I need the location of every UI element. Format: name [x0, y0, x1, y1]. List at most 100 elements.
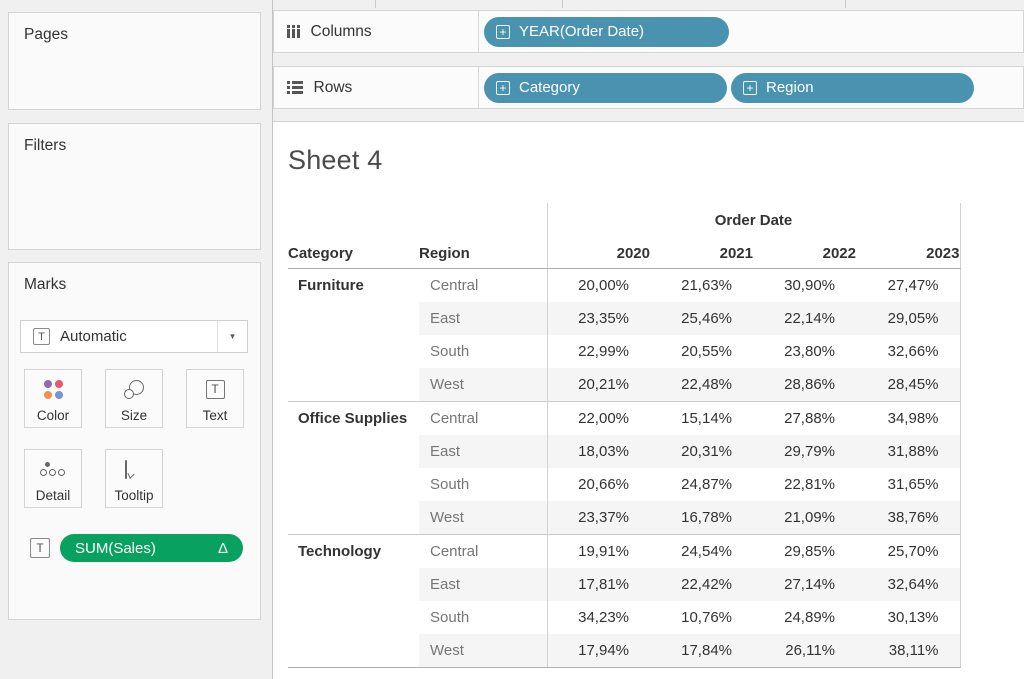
year-header[interactable]: 2021 [650, 238, 753, 269]
region-cell[interactable]: West [419, 501, 547, 535]
region-cell[interactable]: South [430, 476, 470, 493]
pill-label: Region [766, 79, 814, 96]
value-cell[interactable]: 28,45% [856, 368, 961, 402]
region-cell[interactable]: Central [430, 277, 479, 294]
region-cell[interactable]: East [419, 568, 547, 601]
value-cell[interactable]: 31,65% [856, 468, 961, 501]
value-cell[interactable]: 38,76% [856, 501, 961, 535]
region-cell[interactable]: West [419, 634, 547, 668]
table-row: West 23,37% 16,78% 21,09% 38,76% [288, 501, 961, 535]
region-header[interactable]: Region [419, 238, 547, 269]
value-cell[interactable]: 27,47% [856, 268, 961, 302]
pages-shelf[interactable]: Pages [8, 12, 261, 110]
value-cell[interactable]: 22,00% [546, 401, 650, 435]
year-header[interactable]: 2022 [753, 238, 856, 269]
region-cell[interactable]: Central [419, 534, 547, 568]
value-cell[interactable]: 19,91% [546, 534, 650, 568]
detail-icon [25, 450, 81, 489]
value-cell[interactable]: 22,14% [753, 302, 856, 335]
value-cell[interactable]: 24,54% [650, 534, 753, 568]
value-cell[interactable]: 26,11% [753, 634, 856, 668]
color-button[interactable]: Color [24, 369, 82, 428]
value-cell[interactable]: 27,14% [753, 568, 856, 601]
pill-year-order-date[interactable]: + YEAR(Order Date) [484, 16, 729, 47]
text-encoding-row: T SUM(Sales) Δ [30, 534, 243, 562]
value-cell[interactable]: 25,46% [650, 302, 753, 335]
value-cell[interactable]: 30,90% [784, 277, 835, 294]
value-cell[interactable]: 38,11% [856, 634, 961, 668]
value-cell[interactable]: 16,78% [650, 501, 753, 535]
columns-shelf-label: Columns [274, 11, 479, 52]
sum-sales-pill[interactable]: SUM(Sales) Δ [60, 534, 243, 562]
columns-shelf[interactable]: Columns + YEAR(Order Date) [273, 10, 1024, 53]
value-cell[interactable]: 21,09% [753, 501, 856, 535]
value-cell[interactable]: 22,81% [784, 476, 835, 493]
value-cell[interactable]: 22,42% [650, 568, 753, 601]
region-cell[interactable]: Central [419, 401, 547, 435]
region-cell[interactable]: East [419, 435, 547, 468]
value-cell[interactable]: 31,88% [856, 435, 961, 468]
plus-box-icon[interactable]: + [496, 24, 510, 39]
value-cell[interactable]: 24,89% [784, 609, 835, 626]
value-cell[interactable]: 29,85% [753, 534, 856, 568]
value-cell[interactable]: 27,88% [753, 401, 856, 435]
value-cell[interactable]: 20,31% [650, 435, 753, 468]
sheet-title[interactable]: Sheet 4 [288, 145, 383, 175]
year-header[interactable]: 2020 [546, 238, 650, 269]
value-cell[interactable]: 23,80% [784, 343, 835, 360]
order-date-header[interactable]: Order Date [546, 203, 961, 238]
top-divider-tick [375, 0, 376, 8]
value-cell[interactable]: 29,79% [753, 435, 856, 468]
rows-shelf[interactable]: Rows + Category + Region [273, 66, 1024, 109]
size-icon [106, 370, 162, 409]
value-cell[interactable]: 23,37% [546, 501, 650, 535]
value-cell[interactable]: 32,66% [856, 335, 961, 368]
value-cell[interactable]: 20,66% [546, 468, 650, 501]
tooltip-button[interactable]: Tooltip [105, 449, 163, 508]
region-cell[interactable]: South [430, 343, 470, 360]
value-cell[interactable]: 32,64% [856, 568, 961, 601]
value-cell[interactable]: 22,99% [546, 335, 650, 368]
value-cell[interactable]: 17,94% [546, 634, 650, 668]
value-cell[interactable]: 29,05% [856, 302, 961, 335]
value-cell[interactable]: 17,81% [546, 568, 650, 601]
category-cell[interactable]: Technology [288, 534, 419, 668]
category-header[interactable]: Category [288, 238, 419, 269]
detail-button[interactable]: Detail [24, 449, 82, 508]
text-button[interactable]: T Text [186, 369, 244, 428]
region-cell[interactable]: South [430, 609, 470, 626]
table-row: Office Supplies Central 22,00% 15,14% 27,88%… [288, 401, 961, 535]
value-cell[interactable]: 15,14% [650, 401, 753, 435]
value-cell[interactable]: 20,21% [546, 368, 650, 402]
value-cell[interactable]: 18,03% [546, 435, 650, 468]
value-cell[interactable]: 24,87% [681, 476, 732, 493]
caret-down-icon[interactable]: ▾ [217, 321, 247, 352]
value-cell[interactable]: 20,00% [546, 268, 650, 302]
left-panel: Pages Filters Marks T Automatic ▾ Color [0, 0, 273, 679]
year-header[interactable]: 2023 [856, 238, 961, 269]
value-cell[interactable]: 21,63% [681, 277, 732, 294]
rows-shelf-label: Rows [274, 67, 479, 108]
value-cell[interactable]: 23,35% [546, 302, 650, 335]
value-cell[interactable]: 28,86% [753, 368, 856, 402]
pill-category[interactable]: + Category [484, 72, 727, 103]
value-cell[interactable]: 20,55% [681, 343, 732, 360]
value-cell[interactable]: 34,98% [856, 401, 961, 435]
region-cell[interactable]: West [419, 368, 547, 402]
mark-type-dropdown[interactable]: T Automatic ▾ [20, 320, 248, 353]
category-cell[interactable]: Furniture [298, 277, 364, 294]
value-cell[interactable]: 22,48% [650, 368, 753, 402]
value-cell[interactable]: 10,76% [681, 609, 732, 626]
value-cell[interactable]: 17,84% [650, 634, 753, 668]
filters-shelf[interactable]: Filters [8, 123, 261, 250]
region-cell[interactable]: East [419, 302, 547, 335]
plus-box-icon[interactable]: + [496, 80, 510, 95]
value-cell[interactable]: 30,13% [856, 601, 961, 634]
value-cell[interactable]: 34,23% [546, 601, 650, 634]
pill-region[interactable]: + Region [731, 72, 974, 103]
mark-type-value: Automatic [60, 328, 127, 345]
size-button[interactable]: Size [105, 369, 163, 428]
category-cell[interactable]: Office Supplies [288, 401, 419, 535]
plus-box-icon[interactable]: + [743, 80, 757, 95]
value-cell[interactable]: 25,70% [856, 534, 961, 568]
